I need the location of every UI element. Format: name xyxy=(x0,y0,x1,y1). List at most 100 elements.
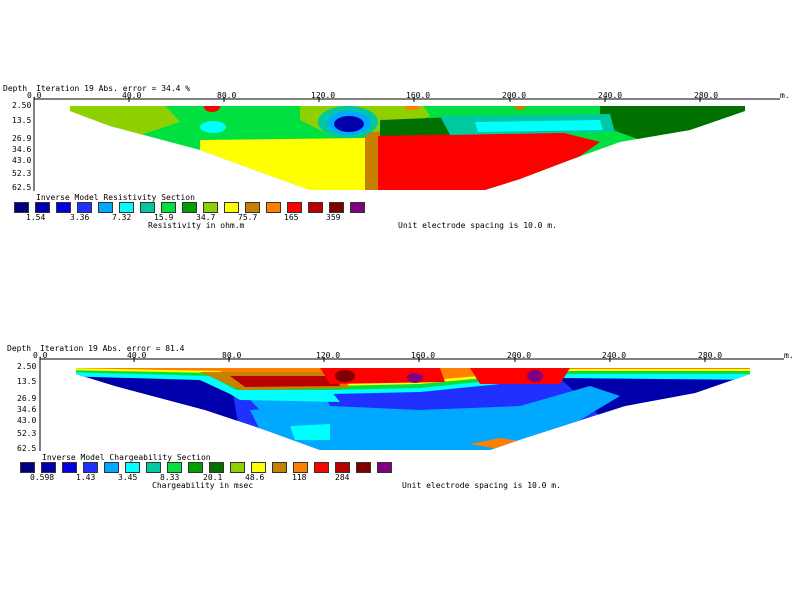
x-tick-label: 280.0 xyxy=(694,91,719,100)
legend-swatch xyxy=(350,202,365,213)
resistivity-section-plot xyxy=(33,97,780,191)
depth-tick-label: 34.6 xyxy=(17,405,37,414)
depth-header: Depth xyxy=(7,344,32,353)
legend-swatch xyxy=(287,202,302,213)
legend-label: 1.54 xyxy=(26,213,46,222)
depth-tick-label: 2.50 xyxy=(12,101,32,110)
legend-label: 48.6 xyxy=(245,473,265,482)
legend-swatch xyxy=(203,202,218,213)
legend-label: 15.9 xyxy=(154,213,174,222)
legend-label: 165 xyxy=(284,213,299,222)
depth-tick-label: 2.50 xyxy=(17,362,37,371)
spacing-note: Unit electrode spacing is 10.0 m. xyxy=(398,221,557,230)
depth-tick-label: 43.0 xyxy=(17,416,37,425)
legend-swatch xyxy=(20,462,35,473)
legend-label: 3.36 xyxy=(70,213,90,222)
chargeability-panel: Depth Iteration 19 Abs. error = 81.4 m. … xyxy=(0,340,796,500)
legend-swatch xyxy=(335,462,350,473)
x-tick-label: 0.0 xyxy=(27,91,42,100)
legend-swatch xyxy=(35,202,50,213)
contour-region xyxy=(527,370,543,382)
x-tick-label: 200.0 xyxy=(502,91,527,100)
legend-swatch xyxy=(245,202,260,213)
legend-label: 284 xyxy=(335,473,350,482)
legend-label: 20.1 xyxy=(203,473,223,482)
depth-tick-label: 52.3 xyxy=(17,429,37,438)
contour-region xyxy=(514,106,526,110)
contour-region xyxy=(230,376,340,387)
legend-swatch xyxy=(167,462,182,473)
legend-swatch xyxy=(56,202,71,213)
legend-label: 118 xyxy=(292,473,307,482)
depth-tick-label: 52.3 xyxy=(12,169,32,178)
unit-label: Resistivity in ohm.m xyxy=(148,221,245,230)
legend-label: 0.598 xyxy=(30,473,55,482)
legend-swatch xyxy=(125,462,140,473)
legend-swatch xyxy=(314,462,329,473)
legend-swatch xyxy=(146,462,161,473)
legend-swatch xyxy=(41,462,56,473)
resistivity-contours xyxy=(70,106,745,190)
contour-region xyxy=(407,373,423,383)
depth-tick-label: 13.5 xyxy=(17,377,37,386)
legend-swatch xyxy=(98,202,113,213)
legend-label: 75.7 xyxy=(238,213,258,222)
legend-swatch xyxy=(266,202,281,213)
depth-tick-label: 62.5 xyxy=(12,183,32,192)
x-tick-label: 0.0 xyxy=(33,351,48,360)
legend-swatch xyxy=(356,462,371,473)
legend-swatch xyxy=(62,462,77,473)
legend-swatch xyxy=(230,462,245,473)
depth-tick-label: 26.9 xyxy=(12,134,32,143)
section-title: Inverse Model Chargeability Section xyxy=(42,453,211,462)
contour-region xyxy=(470,368,570,384)
contour-region xyxy=(475,120,603,132)
legend-swatch xyxy=(77,202,92,213)
x-axis-unit: m. xyxy=(780,91,790,100)
legend-swatch xyxy=(251,462,266,473)
x-tick-label: 120.0 xyxy=(311,91,336,100)
contour-region xyxy=(204,106,220,112)
legend-swatch xyxy=(104,462,119,473)
legend-swatch xyxy=(377,462,392,473)
chargeability-section-plot xyxy=(39,357,784,451)
legend-swatch xyxy=(161,202,176,213)
contour-region xyxy=(365,132,380,190)
depth-tick-label: 43.0 xyxy=(12,156,32,165)
x-axis-unit: m. xyxy=(784,351,794,360)
contour-region xyxy=(200,121,226,133)
legend-swatch xyxy=(329,202,344,213)
depth-tick-label: 13.5 xyxy=(12,116,32,125)
x-tick-label: 280.0 xyxy=(698,351,723,360)
x-tick-label: 80.0 xyxy=(222,351,242,360)
x-tick-label: 200.0 xyxy=(507,351,532,360)
legend-swatch xyxy=(83,462,98,473)
legend-swatch xyxy=(14,202,29,213)
legend-label: 7.32 xyxy=(112,213,132,222)
contour-region xyxy=(404,106,420,110)
contour-region xyxy=(200,138,370,190)
contour-region xyxy=(290,424,330,440)
legend-swatch xyxy=(209,462,224,473)
unit-label: Chargeability in msec xyxy=(152,481,254,490)
x-tick-label: 40.0 xyxy=(127,351,147,360)
contour-region xyxy=(334,116,364,132)
legend-label: 8.33 xyxy=(160,473,180,482)
depth-tick-label: 62.5 xyxy=(17,444,37,453)
chargeability-contours xyxy=(76,368,750,450)
iteration-header: Iteration 19 Abs. error = 81.4 xyxy=(40,344,185,353)
resistivity-panel: Depth Iteration 19 Abs. error = 34.4 % m… xyxy=(0,80,796,240)
legend-label: 34.7 xyxy=(196,213,216,222)
contour-region xyxy=(250,386,620,450)
legend-swatch xyxy=(293,462,308,473)
legend-swatch xyxy=(119,202,134,213)
x-tick-label: 120.0 xyxy=(316,351,341,360)
legend-swatch xyxy=(182,202,197,213)
legend-swatch xyxy=(272,462,287,473)
x-tick-label: 240.0 xyxy=(598,91,623,100)
legend-label: 359 xyxy=(326,213,341,222)
contour-region xyxy=(335,370,355,382)
depth-header: Depth xyxy=(3,84,28,93)
legend-swatch xyxy=(308,202,323,213)
legend-swatch xyxy=(224,202,239,213)
